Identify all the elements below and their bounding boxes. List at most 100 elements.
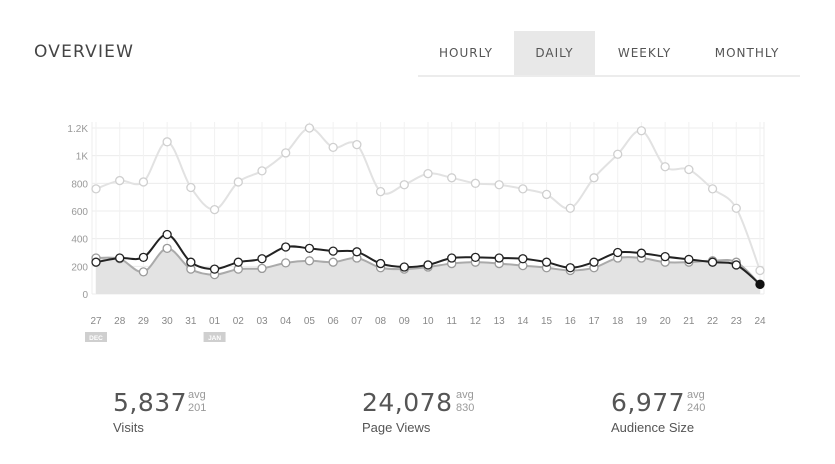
stat-label: Audience Size [611,420,695,435]
stat-avg-value: 240 [687,402,706,414]
series-1-point [684,164,694,175]
x-tick-label: 17 [588,316,600,327]
series-1-point [470,178,481,188]
x-tick-label: 06 [328,316,340,327]
series-1-point [636,126,647,136]
x-tick-label: 01 [209,316,221,327]
series-1-point [731,203,741,213]
x-tick-label: 24 [754,316,766,327]
x-tick-label: 03 [256,316,268,327]
series-1-point [541,189,552,200]
stat-value: 24,078 [362,388,453,417]
series-1-point [447,173,457,183]
series-2-point [375,258,386,269]
series-2-point [162,229,172,240]
series-2-point [565,263,575,273]
series-1-point [589,173,599,183]
series-2-point [186,257,196,267]
x-tick-label: 11 [447,316,458,327]
series-1-point [518,184,528,194]
series-1-point [423,168,433,179]
series-2-point [138,252,149,262]
x-tick-label: 07 [351,316,363,327]
series-1-point [494,180,504,190]
month-badge [203,332,226,342]
series-2-point [518,254,528,264]
tab-hourly[interactable]: HOURLY [438,46,493,60]
series-1-point [707,184,718,194]
series-2-point [541,257,552,267]
series-1-point [328,142,338,153]
series-3-point [162,243,172,254]
tab-weekly[interactable]: WEEKLY [617,46,672,60]
x-tick-label: 16 [565,316,577,327]
series-1-point [565,203,575,213]
x-tick-label: 12 [470,316,482,327]
stat-avg-label: avg [687,389,705,401]
series-1-point [257,166,267,176]
series-1-point [233,177,243,187]
stat-label: Page Views [362,420,431,435]
series-1-point [755,265,765,276]
series-3-point [328,257,338,267]
stat-avg-value: 830 [456,402,475,414]
x-tick-label: 13 [494,316,506,327]
series-2-point [731,260,741,270]
series-3-point [138,267,149,277]
x-tick-label: 18 [612,316,624,327]
y-tick-label: 1K [76,152,89,163]
series-2-point [399,262,409,272]
series-1-point [91,184,101,194]
series-2-point [494,253,504,263]
series-2-last-point [755,279,765,289]
series-2-point [209,264,220,274]
stat-avg-value: 201 [188,402,207,414]
series-1-point [281,148,291,158]
series-2-point [257,254,267,264]
series-2-point [636,248,647,258]
series-1-point [304,123,315,133]
month-badge-label: DEC [89,335,103,342]
y-tick-label: 800 [71,179,88,190]
series-1-point [375,186,386,197]
series-2-point [589,257,599,267]
x-tick-label: 30 [162,316,174,327]
month-badge [85,332,107,342]
series-2-point [660,251,670,262]
x-tick-label: 02 [233,316,245,327]
tab-monthly[interactable]: MONTHLY [714,46,780,60]
x-tick-label: 15 [541,316,553,327]
series-2-point [281,242,291,252]
range-tabs: HOURLY DAILY WEEKLY MONTHLY [418,31,800,77]
x-tick-label: 22 [707,316,719,327]
series-1-point [352,139,362,150]
series-3-point [304,256,315,266]
stat-value: 6,977 [611,388,686,417]
x-tick-label: 23 [731,316,743,327]
series-2-point [352,247,362,257]
series-2-point [233,257,243,267]
series-2-point [91,257,101,267]
x-tick-label: 28 [114,316,126,327]
series-1-point [162,137,172,147]
series-2-point [470,252,481,262]
series-3-point [257,263,267,274]
series-1-point [660,162,670,172]
series-2-point [304,243,315,254]
x-tick-label: 20 [660,316,672,327]
x-tick-label: 04 [280,316,292,327]
series-2-point [707,257,718,267]
month-badge-label: JAN [208,335,221,342]
series-1-point [399,180,409,190]
x-tick-label: 21 [683,316,695,327]
series-2-point [613,247,623,258]
series-1-point [186,182,196,193]
stat-label: Visits [113,420,144,435]
stat-avg-label: avg [456,389,474,401]
x-tick-label: 19 [636,316,648,327]
tab-daily[interactable]: DAILY [514,31,595,75]
series-2-point [328,246,338,256]
x-tick-label: 10 [422,316,434,327]
series-2-point [423,260,433,270]
x-tick-label: 27 [90,316,102,327]
